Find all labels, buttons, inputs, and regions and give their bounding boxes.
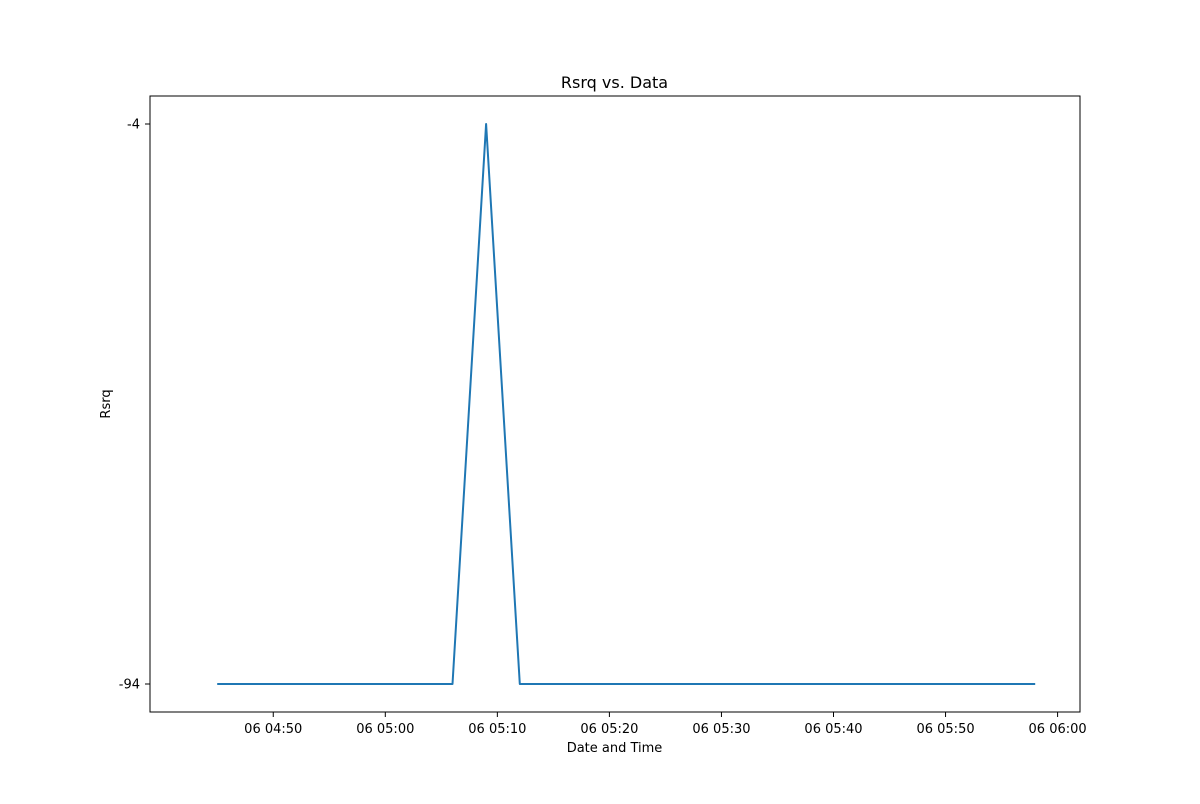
- series-layer: [217, 123, 1036, 685]
- x-tick-label: 06 05:40: [804, 722, 862, 737]
- y-axis-label: Rsrq: [99, 389, 114, 418]
- x-tick-label: 06 05:10: [468, 722, 526, 737]
- x-tick-label: 06 05:50: [916, 722, 974, 737]
- x-tick-label: 06 05:00: [356, 722, 414, 737]
- plot-area-frame: [149, 95, 1081, 713]
- x-tick-label: 06 04:50: [244, 722, 302, 737]
- rsrq-series-line: [217, 123, 1036, 685]
- x-axis-label: Date and Time: [567, 741, 663, 756]
- x-tick-label: 06 05:30: [692, 722, 750, 737]
- chart-title: Rsrq vs. Data: [561, 73, 668, 92]
- y-tick-label: -94: [119, 678, 140, 693]
- x-tick-label: 06 06:00: [1029, 722, 1087, 737]
- y-tick-label: -4: [127, 118, 140, 133]
- x-axis-ticks: 06 04:50 06 05:00 06 05:10 06 05:20 06 05:30…: [244, 712, 1087, 737]
- y-axis-ticks: -4 -94: [119, 118, 150, 693]
- x-tick-label: 06 05:20: [580, 722, 638, 737]
